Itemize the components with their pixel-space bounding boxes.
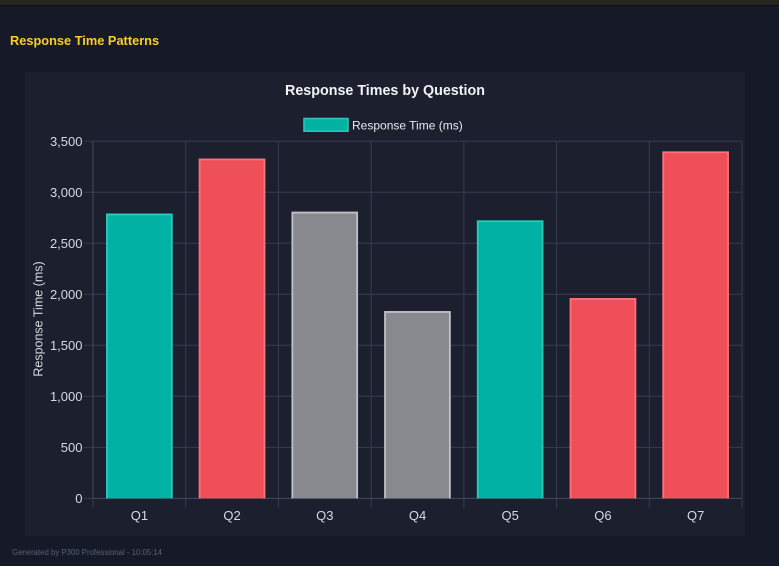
svg-text:1,500: 1,500 — [50, 338, 83, 353]
svg-text:Q6: Q6 — [594, 508, 611, 523]
svg-text:2,000: 2,000 — [50, 287, 83, 302]
svg-text:Q3: Q3 — [316, 508, 333, 523]
svg-text:0: 0 — [75, 491, 82, 506]
svg-text:Response Time (ms): Response Time (ms) — [352, 119, 463, 133]
svg-text:1,000: 1,000 — [50, 389, 83, 404]
svg-text:3,500: 3,500 — [50, 134, 83, 149]
svg-text:3,000: 3,000 — [50, 185, 83, 200]
svg-text:Q5: Q5 — [502, 508, 519, 523]
svg-text:Q4: Q4 — [409, 508, 426, 523]
svg-text:Q7: Q7 — [687, 508, 704, 523]
svg-text:500: 500 — [61, 440, 83, 455]
svg-text:Q1: Q1 — [131, 508, 148, 523]
svg-text:2,500: 2,500 — [50, 236, 83, 251]
svg-text:Response Times by Question: Response Times by Question — [285, 83, 485, 99]
svg-text:Q2: Q2 — [223, 508, 240, 523]
svg-text:Response Time (ms): Response Time (ms) — [32, 261, 46, 376]
